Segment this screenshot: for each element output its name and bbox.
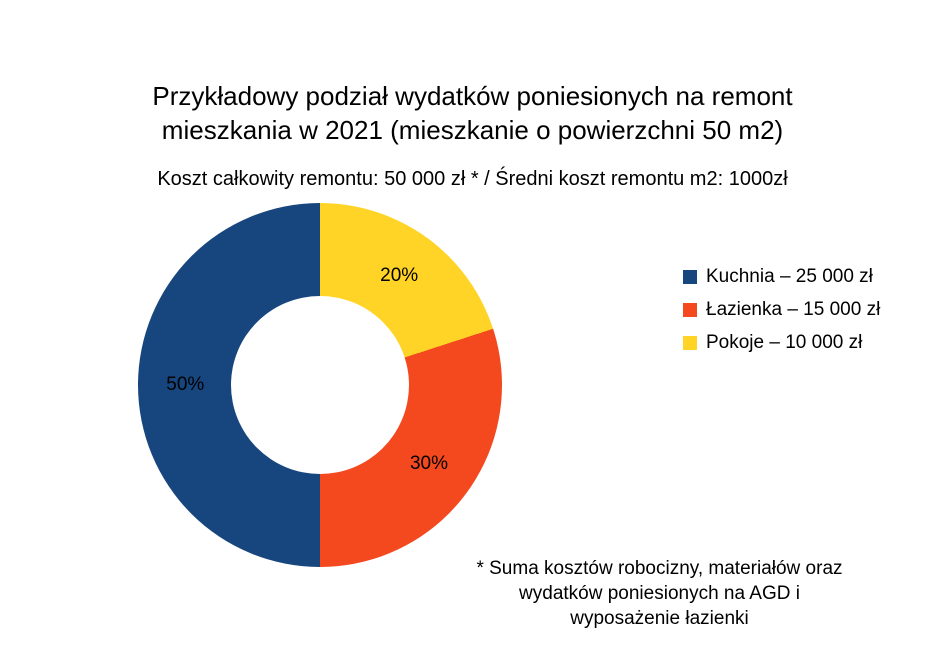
chart-title-line1: Przykładowy podział wydatków poniesionyc… bbox=[152, 81, 793, 111]
footnote-line2: wydatków poniesionych na AGD i bbox=[519, 583, 800, 605]
slice-percent-label: 50% bbox=[166, 374, 205, 395]
legend-label-pokoje: Pokoje – 10 000 zł bbox=[706, 332, 863, 353]
legend-marker-pokoje bbox=[683, 336, 697, 350]
legend-item-lazienka: Łazienka – 15 000 zł bbox=[683, 299, 880, 321]
chart-title: Przykładowy podział wydatków poniesionyc… bbox=[0, 80, 945, 148]
footnote-line3: wyposażenie łazienki bbox=[570, 608, 749, 630]
chart-legend: Kuchnia – 25 000 zł Łazienka – 15 000 zł… bbox=[683, 266, 880, 354]
legend-marker-lazienka bbox=[683, 303, 697, 317]
legend-label-lazienka: Łazienka – 15 000 zł bbox=[706, 299, 881, 320]
legend-marker-kuchnia bbox=[683, 270, 697, 284]
chart-title-line2: mieszkania w 2021 (mieszkanie o powierzc… bbox=[161, 114, 784, 145]
chart-subtitle: Koszt całkowity remontu: 50 000 zł * / Ś… bbox=[157, 168, 788, 190]
footnote-line1: * Suma kosztów robocizny, materiałów ora… bbox=[476, 558, 843, 579]
legend-item-kuchnia: Kuchnia – 25 000 zł bbox=[683, 266, 880, 288]
chart-footnote: * Suma kosztów robocizny, materiałów ora… bbox=[452, 556, 867, 631]
legend-label-kuchnia: Kuchnia – 25 000 zł bbox=[706, 266, 873, 287]
slice-percent-label: 20% bbox=[380, 265, 419, 287]
slice-percent-label: 30% bbox=[409, 453, 448, 475]
legend-item-pokoje: Pokoje – 10 000 zł bbox=[683, 332, 880, 354]
donut-chart: 20% 30% 50% bbox=[138, 203, 502, 567]
donut-hole bbox=[231, 296, 409, 474]
